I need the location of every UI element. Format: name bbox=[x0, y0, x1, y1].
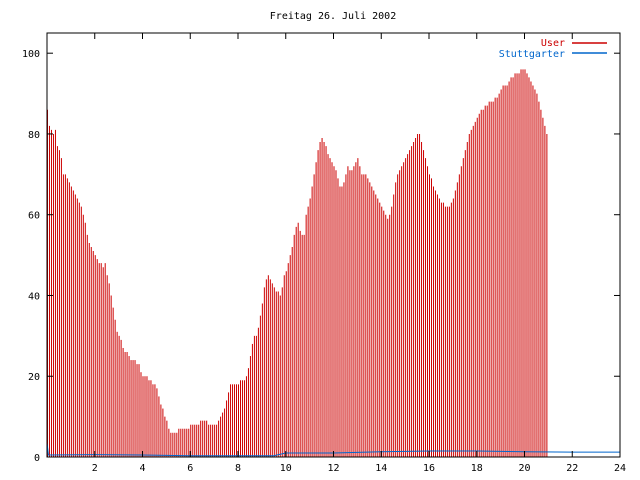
x-tick-label: 10 bbox=[280, 463, 292, 474]
y-tick-label: 0 bbox=[34, 453, 40, 464]
x-tick-label: 16 bbox=[423, 463, 435, 474]
x-tick-label: 6 bbox=[187, 463, 193, 474]
x-tick-label: 2 bbox=[92, 463, 98, 474]
x-tick-label: 4 bbox=[139, 463, 145, 474]
legend-label-user: User bbox=[541, 38, 565, 49]
x-tick-label: 22 bbox=[566, 463, 578, 474]
y-tick-label: 60 bbox=[28, 211, 40, 222]
user-series-bars bbox=[47, 69, 548, 457]
y-tick-label: 100 bbox=[22, 49, 40, 60]
chart-title: Freitag 26. Juli 2002 bbox=[270, 11, 396, 22]
x-tick-label: 14 bbox=[375, 463, 387, 474]
x-tick-label: 8 bbox=[235, 463, 241, 474]
x-tick-label: 24 bbox=[614, 463, 626, 474]
y-axis: 0 20 40 60 80 100 bbox=[22, 49, 620, 464]
x-tick-label: 20 bbox=[518, 463, 530, 474]
y-tick-label: 80 bbox=[28, 130, 40, 141]
legend: User Stuttgarter bbox=[499, 38, 607, 60]
y-tick-label: 20 bbox=[28, 372, 40, 383]
x-axis: 2 4 6 8 10 12 14 16 18 20 22 24 bbox=[92, 33, 626, 474]
x-tick-label: 12 bbox=[327, 463, 339, 474]
legend-label-stuttgarter: Stuttgarter bbox=[499, 49, 565, 60]
x-tick-label: 18 bbox=[471, 463, 483, 474]
y-tick-label: 40 bbox=[28, 291, 40, 302]
